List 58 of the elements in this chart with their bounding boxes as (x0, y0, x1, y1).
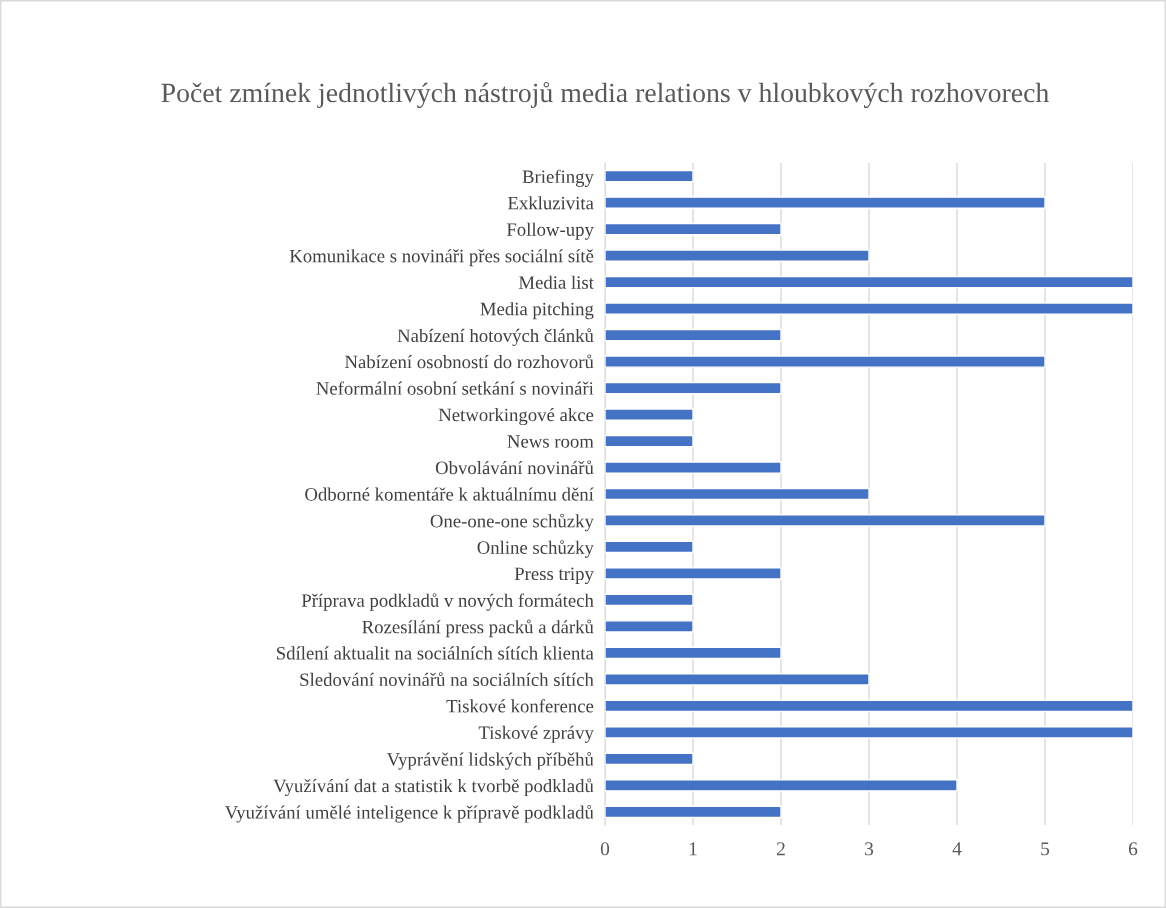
bar (605, 196, 1046, 209)
bar (605, 567, 782, 580)
bar (605, 408, 694, 421)
bar (605, 461, 782, 474)
y-tick-label: Media list (518, 275, 594, 289)
bar (605, 302, 1133, 315)
bar (605, 514, 1046, 527)
bar (605, 169, 694, 183)
bar (605, 328, 782, 342)
chart-title: Počet zmínek jednotlivých nástrojů media relations v hloubkových rozhovorech (161, 81, 1049, 109)
bar (605, 540, 694, 554)
bar (605, 487, 870, 501)
x-tick-label: 6 (1128, 842, 1138, 856)
x-tick-label: 3 (865, 842, 874, 856)
y-tick-label: Tiskové konference (446, 699, 594, 713)
y-tick-label: Sledování novinářů na sociálních sítích (300, 672, 594, 687)
bar (605, 434, 694, 448)
bar (605, 593, 694, 607)
bar (605, 355, 1046, 368)
y-tick-label: Využívání umělé inteligence k přípravě podkladů (224, 804, 594, 823)
y-tick-label: Online schůzky (477, 540, 594, 558)
bar (605, 249, 870, 262)
x-tick-label: 0 (600, 842, 610, 856)
x-tick-label: 4 (952, 842, 962, 856)
y-tick-label: Vyprávění lidských příběhů (386, 752, 594, 770)
y-tick-label: Rozesílání press packů a dárků (362, 619, 594, 638)
y-tick-label: Networkingové akce (438, 408, 594, 426)
y-tick-label: Follow-upy (506, 222, 594, 240)
y-tick-label: Neformální osobní setkání s novináři (316, 381, 594, 395)
bar (605, 620, 694, 633)
y-tick-label: News room (507, 435, 594, 448)
bar (605, 779, 958, 792)
y-tick-label: Komunikace s novináři přes sociální sítě (289, 249, 594, 267)
y-tick-label: Odborné komentáře k aktuálnímu dění (305, 487, 594, 501)
y-tick-label: Media pitching (480, 302, 594, 320)
bar (605, 699, 1133, 713)
y-tick-label: Obvolávání novinářů (435, 460, 594, 475)
y-tick-label: Sdílení aktualit na sociálních sítích klienta (276, 646, 594, 660)
y-tick-label: One-one-one schůzky (430, 513, 594, 532)
bar (605, 381, 782, 395)
y-tick-label: Exkluzivita (507, 196, 594, 210)
bar (605, 726, 1133, 739)
bar (605, 673, 870, 686)
y-tick-label: Press tripy (514, 567, 594, 584)
y-tick-label: Využívání dat a statistik k tvorbě podkladů (273, 778, 594, 797)
y-tick-label: Nabízení osobností do rozhovorů (344, 354, 594, 369)
y-tick-label: Nabízení hotových článků (397, 328, 594, 346)
x-tick-label: 5 (1041, 842, 1050, 856)
bar (605, 222, 782, 236)
y-tick-label: Briefingy (522, 169, 594, 187)
x-tick-label: 1 (689, 842, 697, 856)
x-tick-label: 2 (776, 842, 785, 856)
bar (605, 646, 782, 660)
bar (605, 752, 694, 766)
y-tick-label: Příprava podkladů v nových formátech (301, 593, 594, 611)
bar (605, 275, 1133, 289)
bar (605, 805, 782, 819)
y-tick-label: Tiskové zprávy (478, 725, 594, 743)
